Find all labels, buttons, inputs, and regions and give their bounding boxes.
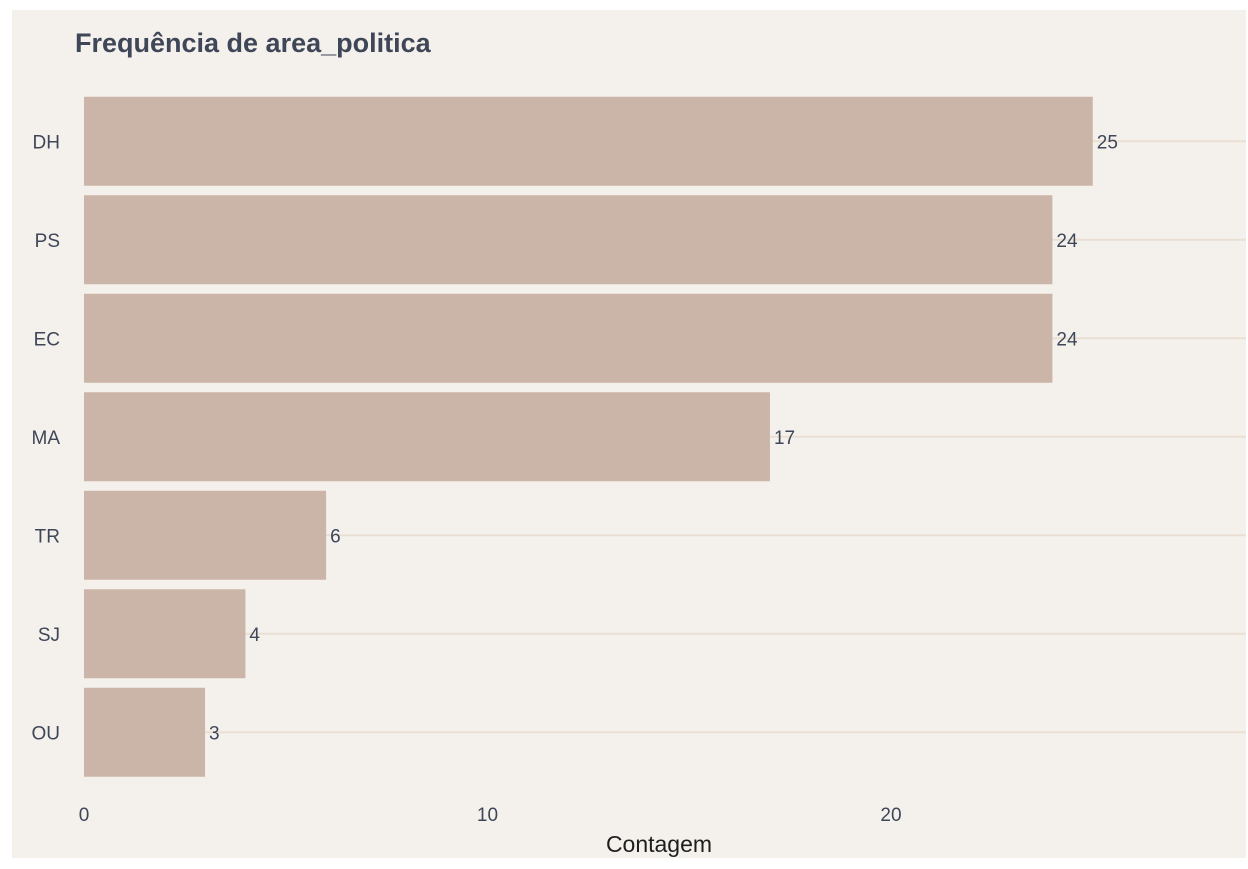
bar-dh [84, 96, 1093, 186]
y-tick-label-ps: PS [35, 231, 60, 252]
value-label-tr: 6 [330, 526, 341, 547]
bar-ps [84, 195, 1053, 285]
bar-chart: Frequência de area_politica 25242417643 … [32, 28, 1246, 857]
bar-ma [84, 392, 770, 482]
y-tick-label-ec: EC [34, 329, 60, 350]
value-labels: 25 24 24 17 6 4 3 [209, 132, 1118, 744]
chart-panel: Frequência de area_politica 25 24 24 17 6 4 3 … [12, 10, 1246, 858]
x-axis-ticks: 0 10 20 [79, 805, 902, 826]
bar-tr [84, 490, 327, 580]
y-tick-label-ma: MA [32, 428, 61, 449]
y-tick-label-dh: DH [33, 132, 60, 153]
value-label-ou: 3 [209, 723, 220, 744]
x-axis-title: Contagem [606, 831, 712, 857]
bar-sj [84, 589, 246, 679]
value-label-dh: 25 [1097, 132, 1118, 153]
value-label-ec: 24 [1056, 329, 1078, 350]
y-tick-label-tr: TR [35, 526, 60, 547]
y-tick-label-sj: SJ [38, 625, 60, 646]
x-tick-label-20: 20 [880, 805, 901, 826]
value-label-ma: 17 [774, 428, 795, 449]
x-tick-label-10: 10 [477, 805, 498, 826]
x-tick-label-0: 0 [79, 805, 90, 826]
bar-ec [84, 293, 1053, 383]
y-tick-label-ou: OU [32, 723, 61, 744]
value-label-sj: 4 [249, 625, 260, 646]
y-axis-ticks: DH PS EC MA TR SJ OU [32, 132, 61, 744]
bar-ou [84, 687, 206, 777]
bars [84, 96, 1093, 777]
value-label-ps: 24 [1056, 231, 1078, 252]
chart-title: Frequência de area_politica [75, 28, 432, 58]
